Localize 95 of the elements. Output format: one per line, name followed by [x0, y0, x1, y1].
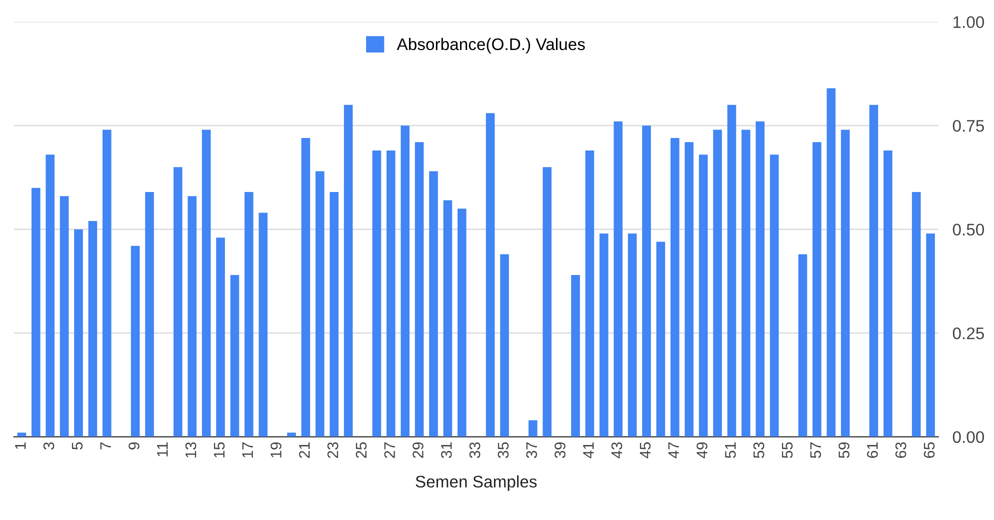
bar [443, 200, 452, 437]
bar [912, 192, 921, 437]
bar [74, 229, 83, 437]
x-tick-label: 29 [412, 442, 424, 458]
bar [727, 104, 736, 437]
bar [429, 171, 438, 437]
x-tick-label: 61 [867, 442, 878, 458]
bar [840, 130, 850, 437]
bar [742, 130, 750, 437]
legend-label: Absorbance(O.D.) Values [396, 38, 585, 54]
bar [884, 150, 892, 437]
bar [500, 254, 509, 437]
x-tick-label: 45 [640, 442, 651, 458]
x-tick-label: 33 [469, 442, 480, 458]
x-tick-label: 59 [838, 442, 850, 458]
bar [926, 233, 935, 437]
bar [486, 113, 495, 437]
bar [130, 246, 140, 437]
bar [458, 208, 466, 437]
bar [869, 104, 878, 437]
bar [60, 196, 69, 437]
x-tick-label: 43 [611, 442, 622, 458]
x-tick-label: 53 [753, 442, 764, 458]
bar [670, 138, 680, 437]
bar [88, 221, 98, 437]
x-tick-label: 3 [43, 442, 54, 450]
x-tick-label: 37 [526, 442, 538, 458]
bar [102, 130, 112, 437]
bar [230, 274, 240, 437]
bar [316, 171, 324, 437]
bar [628, 233, 637, 437]
x-axis-title: Semen Samples [416, 475, 537, 491]
x-tick-label: 55 [782, 442, 793, 458]
x-tick-label: 13 [185, 442, 196, 458]
bar [244, 192, 254, 437]
bar [698, 154, 708, 437]
y-tick-label: 0.75 [952, 120, 984, 132]
x-tick-label: 9 [128, 442, 140, 450]
bar [46, 154, 55, 437]
x-tick-label: 47 [668, 442, 679, 458]
x-tick-label: 39 [554, 442, 566, 458]
bar [414, 142, 424, 437]
bar [287, 432, 296, 437]
x-tick-label: 11 [157, 442, 168, 456]
bar [330, 192, 339, 437]
bar [826, 88, 836, 437]
bar [145, 192, 154, 437]
bar [614, 121, 623, 437]
bar [258, 212, 268, 437]
x-tick-label: 51 [725, 442, 736, 458]
x-tick-label: 21 [299, 442, 310, 458]
y-tick-label: 1.00 [953, 16, 984, 28]
x-tick-label: 27 [384, 442, 395, 458]
y-tick-label: 0.00 [952, 431, 984, 444]
bar [600, 233, 608, 437]
x-tick-label: 23 [327, 442, 338, 458]
x-tick-label: 19 [270, 442, 282, 458]
x-tick-label: 65 [924, 442, 935, 458]
bar [542, 167, 552, 437]
x-tick-label: 1 [15, 442, 26, 449]
bar [372, 150, 382, 437]
bar [571, 274, 580, 437]
x-tick-label: 15 [214, 442, 225, 458]
x-tick-label: 5 [72, 442, 83, 450]
x-tick-label: 57 [810, 442, 822, 458]
bar [386, 150, 396, 437]
bar [301, 138, 310, 437]
x-tick-label: 31 [441, 442, 452, 458]
bar [188, 196, 197, 437]
bar [528, 420, 538, 437]
x-tick-label: 49 [696, 442, 708, 458]
x-tick-label: 35 [498, 442, 509, 458]
bar [684, 142, 694, 437]
bar [756, 121, 765, 437]
bar [32, 188, 40, 437]
y-tick-label: 0.50 [952, 224, 984, 236]
bar [202, 130, 211, 437]
bar [713, 130, 722, 437]
x-tick-label: 25 [356, 442, 367, 458]
x-tick-label: 41 [583, 442, 594, 458]
bar [344, 104, 353, 437]
x-tick-label: 7 [100, 442, 111, 450]
x-tick-label: 63 [895, 442, 906, 458]
bar [585, 150, 594, 437]
bar [17, 432, 26, 437]
bar [174, 167, 182, 437]
bar [770, 154, 779, 437]
bar [656, 242, 666, 437]
bar [216, 238, 225, 437]
x-tick-label: 17 [242, 442, 253, 458]
bar [798, 254, 808, 437]
bar [642, 126, 651, 437]
bar [812, 142, 822, 437]
y-tick-label: 0.25 [952, 327, 984, 340]
bar [400, 126, 410, 437]
